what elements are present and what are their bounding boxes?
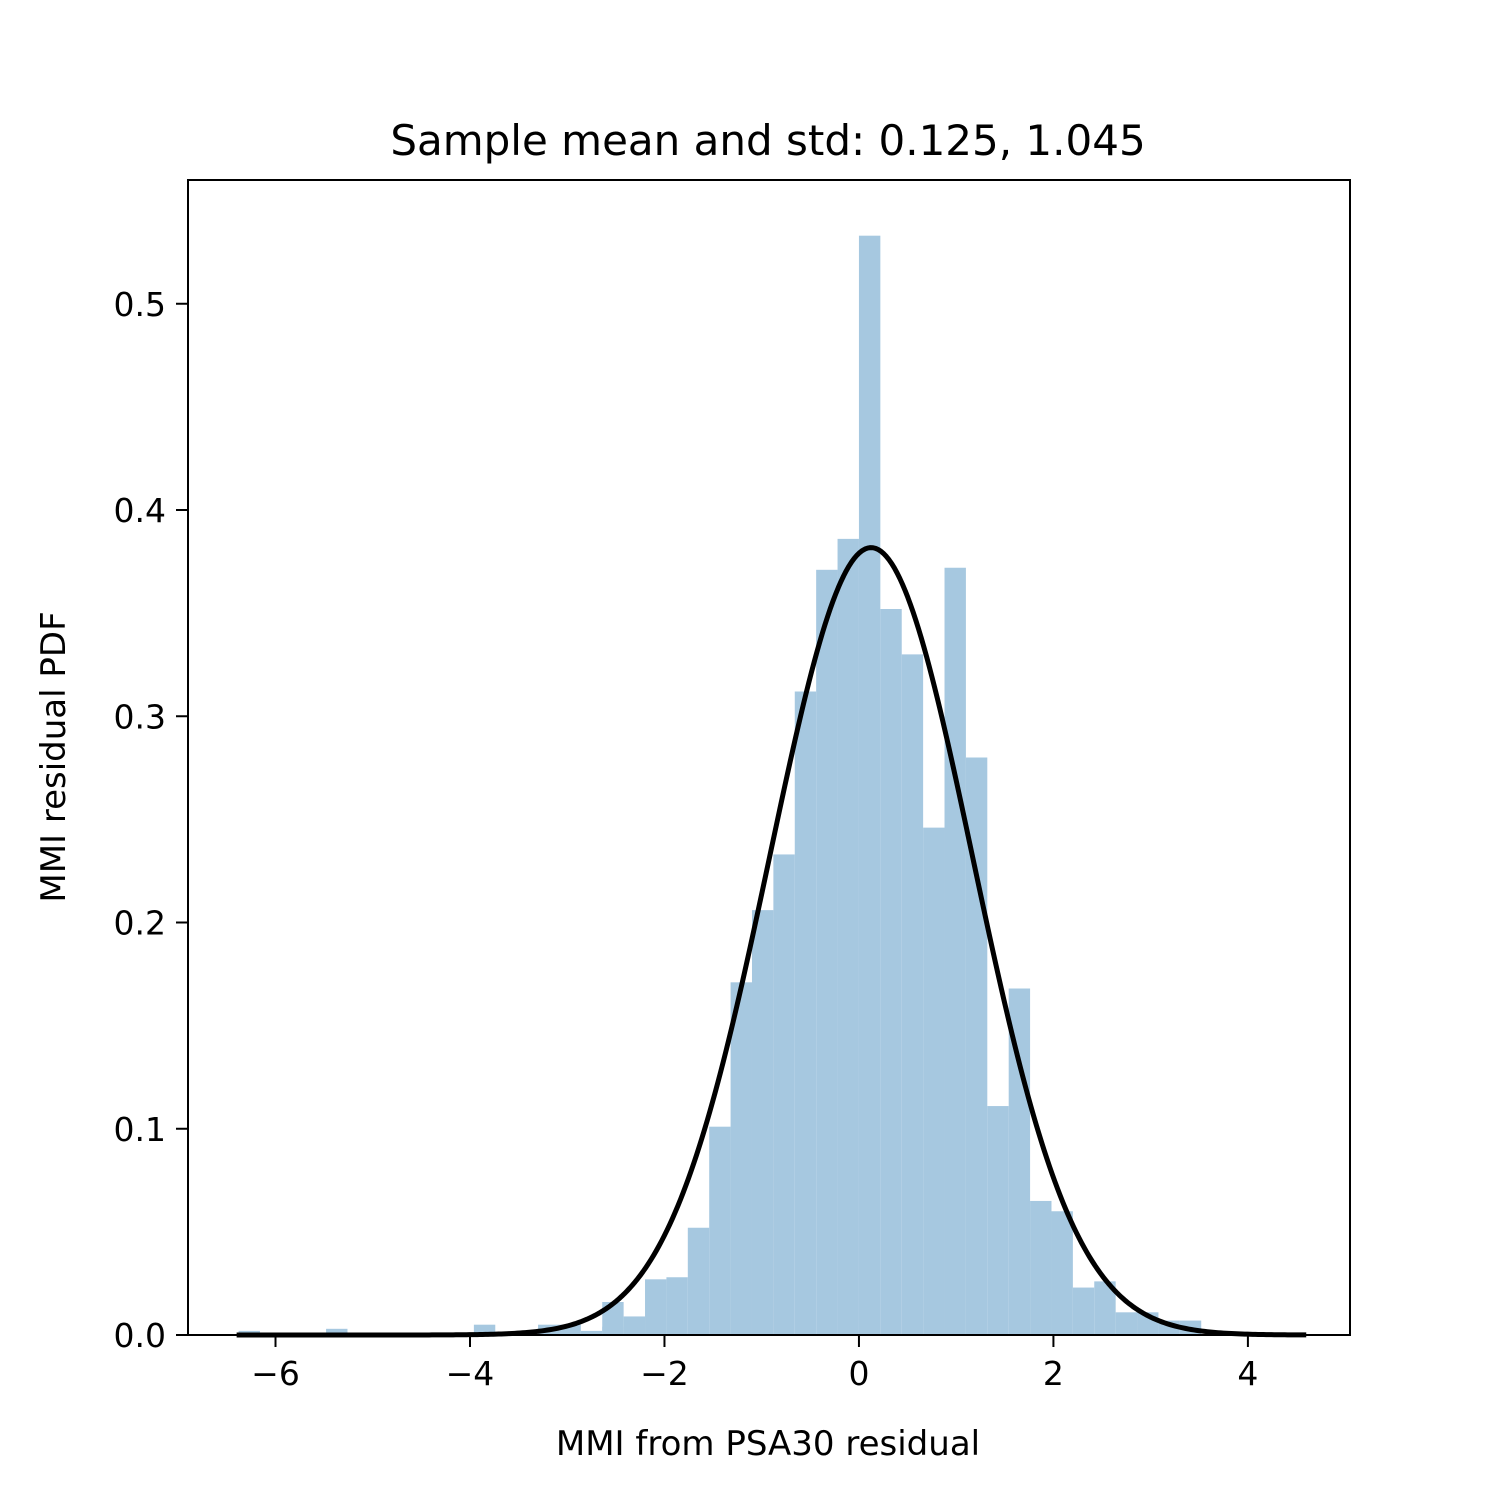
histogram-bar <box>1072 1287 1095 1335</box>
histogram-bar <box>1051 1211 1073 1335</box>
chart-title: Sample mean and std: 0.125, 1.045 <box>390 116 1145 165</box>
histogram-bar <box>837 538 859 1335</box>
x-tick-label: 2 <box>1043 1354 1064 1393</box>
histogram-bar <box>687 1227 710 1335</box>
plot-frame <box>187 179 1351 1336</box>
x-tick-label: −2 <box>640 1354 689 1393</box>
histogram-bar <box>623 1316 646 1335</box>
histogram-bar <box>1094 1281 1116 1335</box>
y-tick-label: 0.0 <box>114 1316 166 1355</box>
histogram-bar <box>709 1126 731 1335</box>
x-tick-label: −6 <box>251 1354 300 1393</box>
x-tick-label: 4 <box>1237 1354 1258 1393</box>
histogram-bar <box>473 1324 496 1335</box>
histogram-bar <box>730 982 752 1335</box>
histogram-bar <box>559 1324 581 1335</box>
y-axis-ticks: 0.0 0.1 0.2 0.3 0.4 0.5 <box>114 285 188 1355</box>
histogram-bar <box>794 691 817 1335</box>
y-tick-label: 0.4 <box>114 491 166 530</box>
histogram-bar <box>944 567 966 1335</box>
x-tick-label: −4 <box>446 1354 495 1393</box>
histogram-bar <box>1030 1200 1052 1335</box>
histogram-bar <box>987 1106 1009 1335</box>
histogram-bar <box>1115 1312 1138 1335</box>
histogram-bar <box>773 854 795 1335</box>
histogram-bar <box>901 654 924 1335</box>
histogram-bar <box>326 1328 348 1335</box>
y-tick-label: 0.1 <box>114 1110 166 1149</box>
histogram-bar <box>666 1277 688 1335</box>
histogram-bar <box>880 609 902 1335</box>
histogram-bar <box>858 235 881 1335</box>
histogram-bar <box>816 569 838 1335</box>
histogram-bar <box>580 1330 603 1335</box>
x-tick-label: 0 <box>848 1354 869 1393</box>
y-tick-label: 0.5 <box>114 285 166 324</box>
histogram-bar <box>923 827 945 1335</box>
histogram-bar <box>751 910 774 1335</box>
x-axis-ticks: −6 −4 −2 0 2 4 <box>251 1335 1258 1393</box>
histogram-bar <box>645 1279 667 1335</box>
y-axis-label: MMI residual PDF <box>34 611 74 902</box>
y-tick-label: 0.2 <box>114 904 166 943</box>
x-axis-label: MMI from PSA30 residual <box>556 1424 980 1464</box>
y-tick-label: 0.3 <box>114 697 166 736</box>
